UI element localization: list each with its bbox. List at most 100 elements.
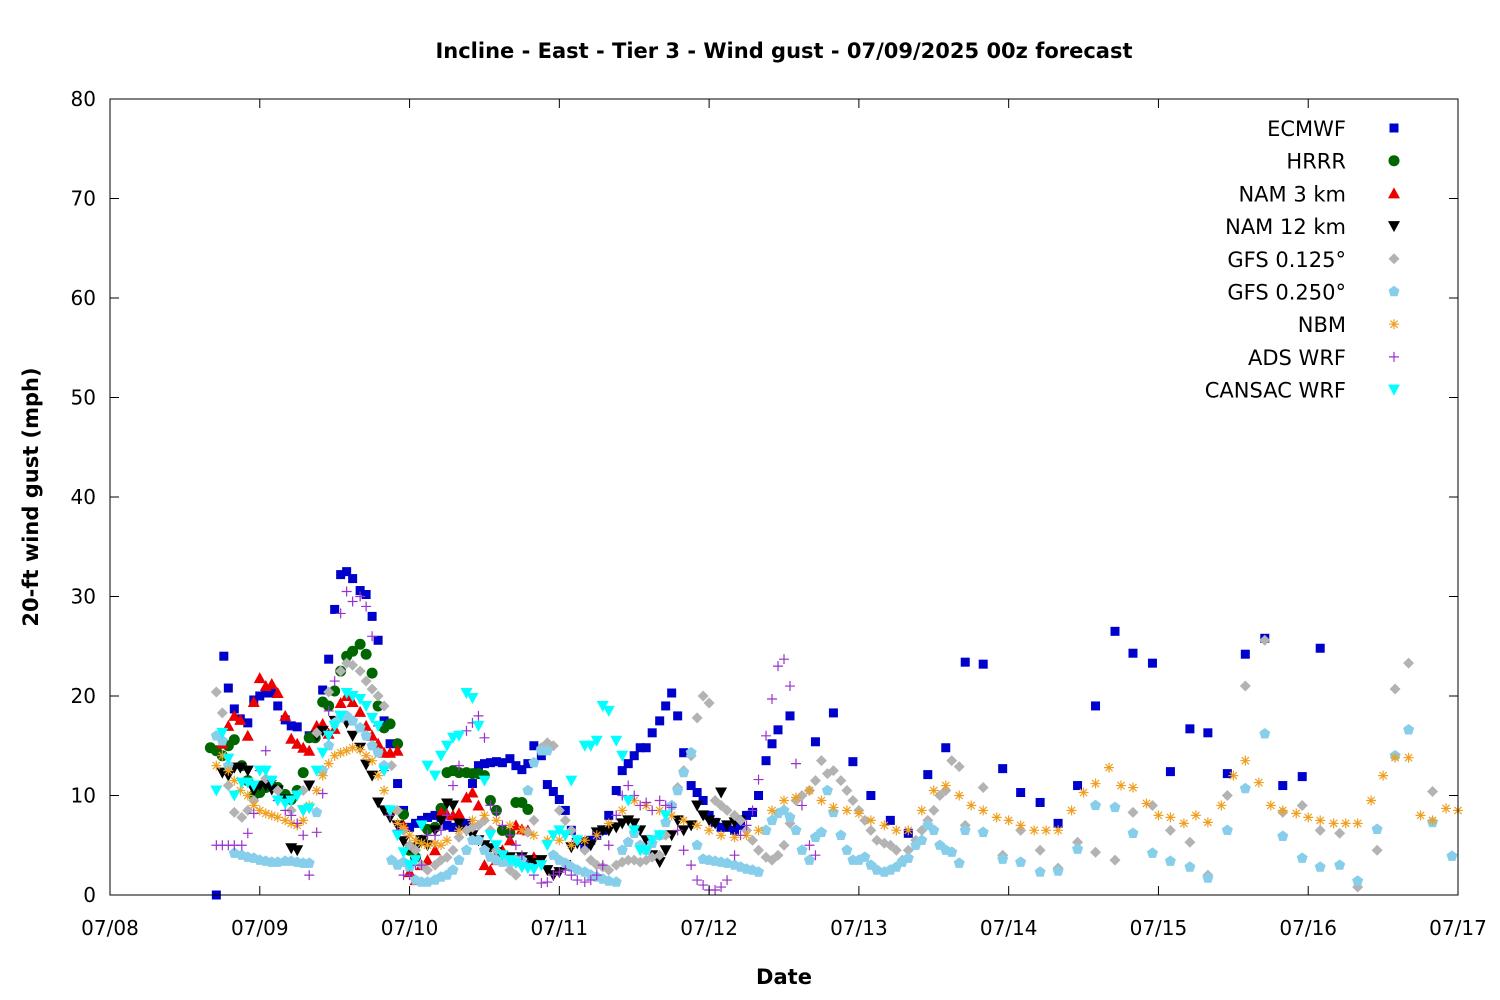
data-point [629,751,639,761]
data-point [572,875,583,886]
data-point [585,875,596,886]
data-point [810,850,821,861]
data-point [511,761,521,771]
data-point [1239,680,1251,692]
data-point [360,759,373,771]
data-point [1228,770,1239,781]
data-point [1277,830,1289,841]
data-point [579,877,590,888]
data-point [372,797,385,809]
data-point [271,687,284,699]
data-point [298,815,309,826]
data-point [523,759,533,769]
data-point [679,748,689,758]
data-point [373,770,384,781]
data-point [1222,769,1232,779]
x-tick-label: 07/08 [81,916,139,940]
data-point [547,830,560,842]
data-point [404,830,415,841]
data-point [1029,825,1040,836]
data-point [1041,825,1052,836]
data-point [272,785,284,797]
data-point [1297,772,1307,782]
data-point [423,812,433,822]
data-point [635,743,645,753]
data-point [317,770,328,781]
data-point [361,750,372,761]
data-point [429,844,442,856]
data-point [430,830,441,841]
data-point [946,755,958,767]
data-point [659,810,672,822]
data-point [403,860,416,872]
data-point [686,860,697,871]
data-point [847,794,859,806]
data-point [1090,799,1102,811]
x-tick-label: 07/14 [980,916,1038,940]
y-tick-label: 60 [71,286,96,310]
data-point [661,701,671,711]
data-point [304,870,315,881]
data-point [372,690,384,702]
data-point [753,825,764,836]
data-point [560,805,570,815]
data-point [903,825,914,836]
data-point [291,790,304,802]
data-point [866,791,876,800]
data-point [347,715,359,726]
x-axis-label: Date [756,965,812,989]
data-point [928,804,940,816]
data-point [1073,781,1083,791]
data-point [310,765,323,777]
data-point [316,725,329,737]
data-point [692,788,702,798]
data-point [891,825,902,836]
data-point [815,826,827,837]
data-point [1390,752,1401,763]
data-point [865,815,876,826]
data-point [335,747,346,758]
data-point [835,775,847,787]
data-point [522,784,534,796]
data-point [1314,824,1326,836]
data-point [255,691,265,701]
data-point [841,785,853,797]
legend-label: HRRR [1286,150,1346,174]
data-point [354,722,366,733]
data-point [361,601,372,612]
data-point [815,755,827,767]
data-point [1403,752,1414,763]
data-point [496,850,509,862]
data-point [660,800,671,811]
data-point [265,775,278,787]
data-point [1239,782,1251,794]
data-point [415,820,428,832]
data-point [347,659,359,671]
data-point [590,735,603,747]
data-point [416,860,427,871]
data-point [536,751,546,761]
data-point [1366,795,1377,806]
data-point [510,840,521,851]
data-point [554,867,565,878]
data-point [559,814,571,826]
data-point [1165,767,1175,777]
data-point [1003,815,1014,826]
data-point [541,865,554,877]
data-point [242,790,253,801]
data-point [346,691,359,702]
data-point [1265,800,1276,811]
data-point [496,856,508,867]
data-point [1146,799,1158,811]
data-point [928,785,939,796]
data-point [261,688,271,698]
data-point [1116,780,1126,791]
data-point [442,810,452,821]
data-point [790,792,801,803]
data-point [405,822,415,832]
data-point [654,805,665,816]
data-point [479,810,490,821]
data-point [1315,643,1325,653]
data-point [941,743,951,753]
data-point [610,822,623,834]
